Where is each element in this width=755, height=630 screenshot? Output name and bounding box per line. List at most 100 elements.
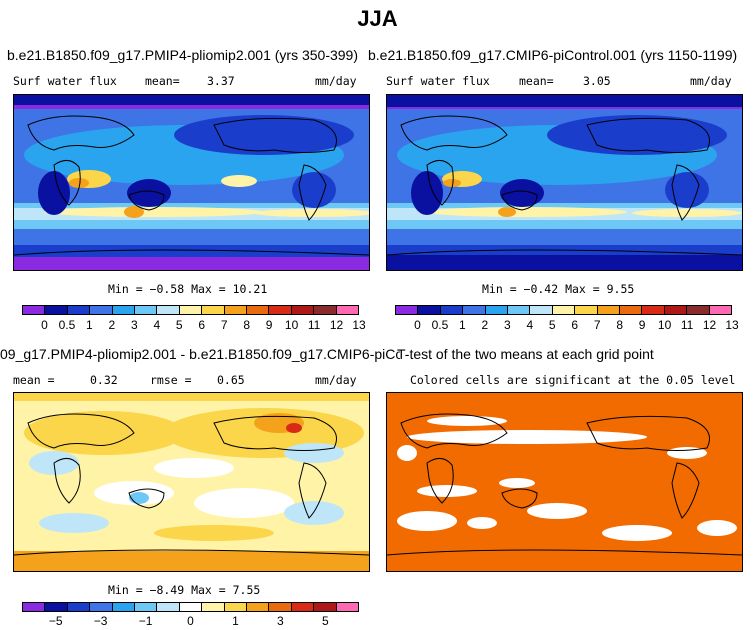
panel3-colorbar-swatch [112,603,136,611]
panel1-colorbar-tick-label: 12 [329,318,344,332]
panel1-colorbar-tick-label: 9 [265,318,273,332]
panel2-colorbar-tick-label: 5 [548,318,556,332]
panel2-colorbar-tick-label: 4 [526,318,534,332]
panel1-colorbar-swatch [247,306,270,314]
panel1-colorbar-swatch [67,306,91,314]
panel2-colorbar-swatch [418,306,441,314]
panel3-map-svg [14,393,369,571]
panel2-colorbar-labels: 0 0.5 1 2 3 4 5 6 7 8 9 10 11 12 13 [395,318,739,334]
panel2-min-max: Min = −0.42 Max = 9.55 [482,282,635,296]
panel2-colorbar-swatch [463,306,486,314]
panel3-colorbar-tick-label: −5 [48,614,63,628]
panel3-colorbar-swatch [336,603,359,611]
panel2-map-svg [387,95,742,270]
panel1-colorbar-swatch [90,306,113,314]
panel2-colorbar-tick-label: 0 [414,318,421,332]
panel1-colorbar-tick-label: 11 [307,318,321,332]
panel2-colorbar-swatch [709,306,732,314]
panel2-colorbar-tick-label: 3 [503,318,511,332]
panel2-colorbar-swatch [440,306,464,314]
panel1-colorbar-swatch [314,306,337,314]
panel1-colorbar-swatch [112,306,136,314]
panel1-colorbar-swatch [135,306,158,314]
panel2-colorbar-tick-label: 12 [702,318,717,332]
panel2-run-title: b.e21.B1850.f09_g17.CMIP6-piControl.001 … [368,47,738,63]
panel3-colorbar-swatch [314,603,337,611]
panel4-significance-label: Colored cells are significant at the 0.0… [410,373,736,387]
panel3-colorbar-swatch [90,603,113,611]
panel2-colorbar-tick-label: 10 [657,318,672,332]
panel1-mean-label: mean= [145,74,180,88]
panel2-colorbar-tick-label: 9 [638,318,646,332]
panel2-variable-label: Surf water flux [386,74,490,88]
panel3-colorbar-swatch [23,603,46,611]
panel3-min-max: Min = −8.49 Max = 7.55 [108,583,261,597]
panel2-units: mm/day [690,74,732,88]
panel2-colorbar-tick-label: 13 [725,318,739,332]
panel2-colorbar-swatch [687,306,710,314]
panel1-mean-value: 3.37 [207,74,235,88]
panel1-colorbar-tick-label: 0.5 [58,318,76,332]
panel1-colorbar-tick-label: 0 [41,318,48,332]
panel1-colorbar-swatch [291,306,315,314]
panel1-variable-label: Surf water flux [13,74,117,88]
panel2-colorbar-swatch [575,306,598,314]
panel1-map [13,94,370,271]
panel1-colorbar-swatch [224,306,248,314]
panel1-colorbar-swatch [23,306,46,314]
panel2-colorbar-swatch [396,306,419,314]
panel1-colorbar-tick-label: 3 [130,318,138,332]
panel3-colorbar-swatch [67,603,91,611]
panel1-colorbar-tick-label: 8 [243,318,250,332]
panel2-colorbar-tick-label: 6 [571,318,579,332]
panel1-units: mm/day [315,74,357,88]
panel2-mean-label: mean= [519,74,554,88]
panel1-colorbar-swatch [336,306,359,314]
panel2-colorbar-swatch [642,306,665,314]
panel2-colorbar-tick-label: 2 [481,318,489,332]
panel3-diff-title: 09_g17.PMIP4-pliomip2.001 - b.e21.B1850.… [0,346,400,362]
panel3-colorbar-swatch [157,603,180,611]
panel3-colorbar-swatch [179,603,203,611]
panel3-rmse-label: rmse = [150,373,192,387]
panel2-mean-value: 3.05 [583,74,611,88]
panel4-map [386,392,743,572]
panel1-colorbar-tick-label: 5 [175,318,183,332]
panel1-colorbar-tick-label: 7 [220,318,228,332]
panel3-map [13,392,370,572]
panel2-colorbar-tick-label: 1 [459,318,466,332]
panel1-run-title: b.e21.B1850.f09_g17.PMIP4-pliomip2.001 (… [7,47,358,63]
panel1-colorbar-swatch [179,306,203,314]
panel3-rmse-value: 0.65 [217,373,245,387]
panel2-colorbar-swatch [620,306,643,314]
panel2-colorbar-swatch [664,306,688,314]
panel3-colorbar-swatch [202,603,225,611]
panel2-colorbar-tick-label: 7 [593,318,601,332]
panel1-colorbar-tick-label: 2 [108,318,116,332]
panel2-colorbar-tick-label: 11 [680,318,694,332]
panel2-colorbar-swatch [597,306,621,314]
panel3-colorbar-labels: −5 −3 −1 0 1 3 5 [22,614,359,630]
panel3-colorbar-swatch [135,603,158,611]
panel1-colorbar-swatch [202,306,225,314]
panel1-colorbar-tick-label: 6 [198,318,206,332]
panel1-colorbar-swatch [269,306,292,314]
panel1-colorbar-tick-label: 1 [86,318,93,332]
panel3-colorbar-tick-label: 5 [321,614,329,628]
panel3-colorbar-swatch [291,603,315,611]
panel2-colorbar-swatch [552,306,576,314]
panel3-colorbar-tick-label: 3 [277,614,284,628]
panel3-colorbar-tick-label: −1 [138,614,153,628]
panel1-colorbar-swatch [157,306,180,314]
panel1-colorbar-tick-label: 4 [153,318,161,332]
panel3-colorbar-swatch [45,603,68,611]
panel4-ttest-title: T-test of the two means at each grid poi… [397,346,654,362]
panel3-colorbar [22,602,359,612]
panel3-units: mm/day [315,373,357,387]
panel2-colorbar-swatch [530,306,553,314]
panel1-colorbar [22,305,359,315]
panel2-colorbar-tick-label: 0.5 [431,318,449,332]
panel1-colorbar-labels: 0 0.5 1 2 3 4 5 6 7 8 9 10 11 12 13 [22,318,366,334]
panel3-colorbar-tick-label: −3 [93,614,108,628]
panel3-colorbar-tick-label: 0 [187,614,194,628]
